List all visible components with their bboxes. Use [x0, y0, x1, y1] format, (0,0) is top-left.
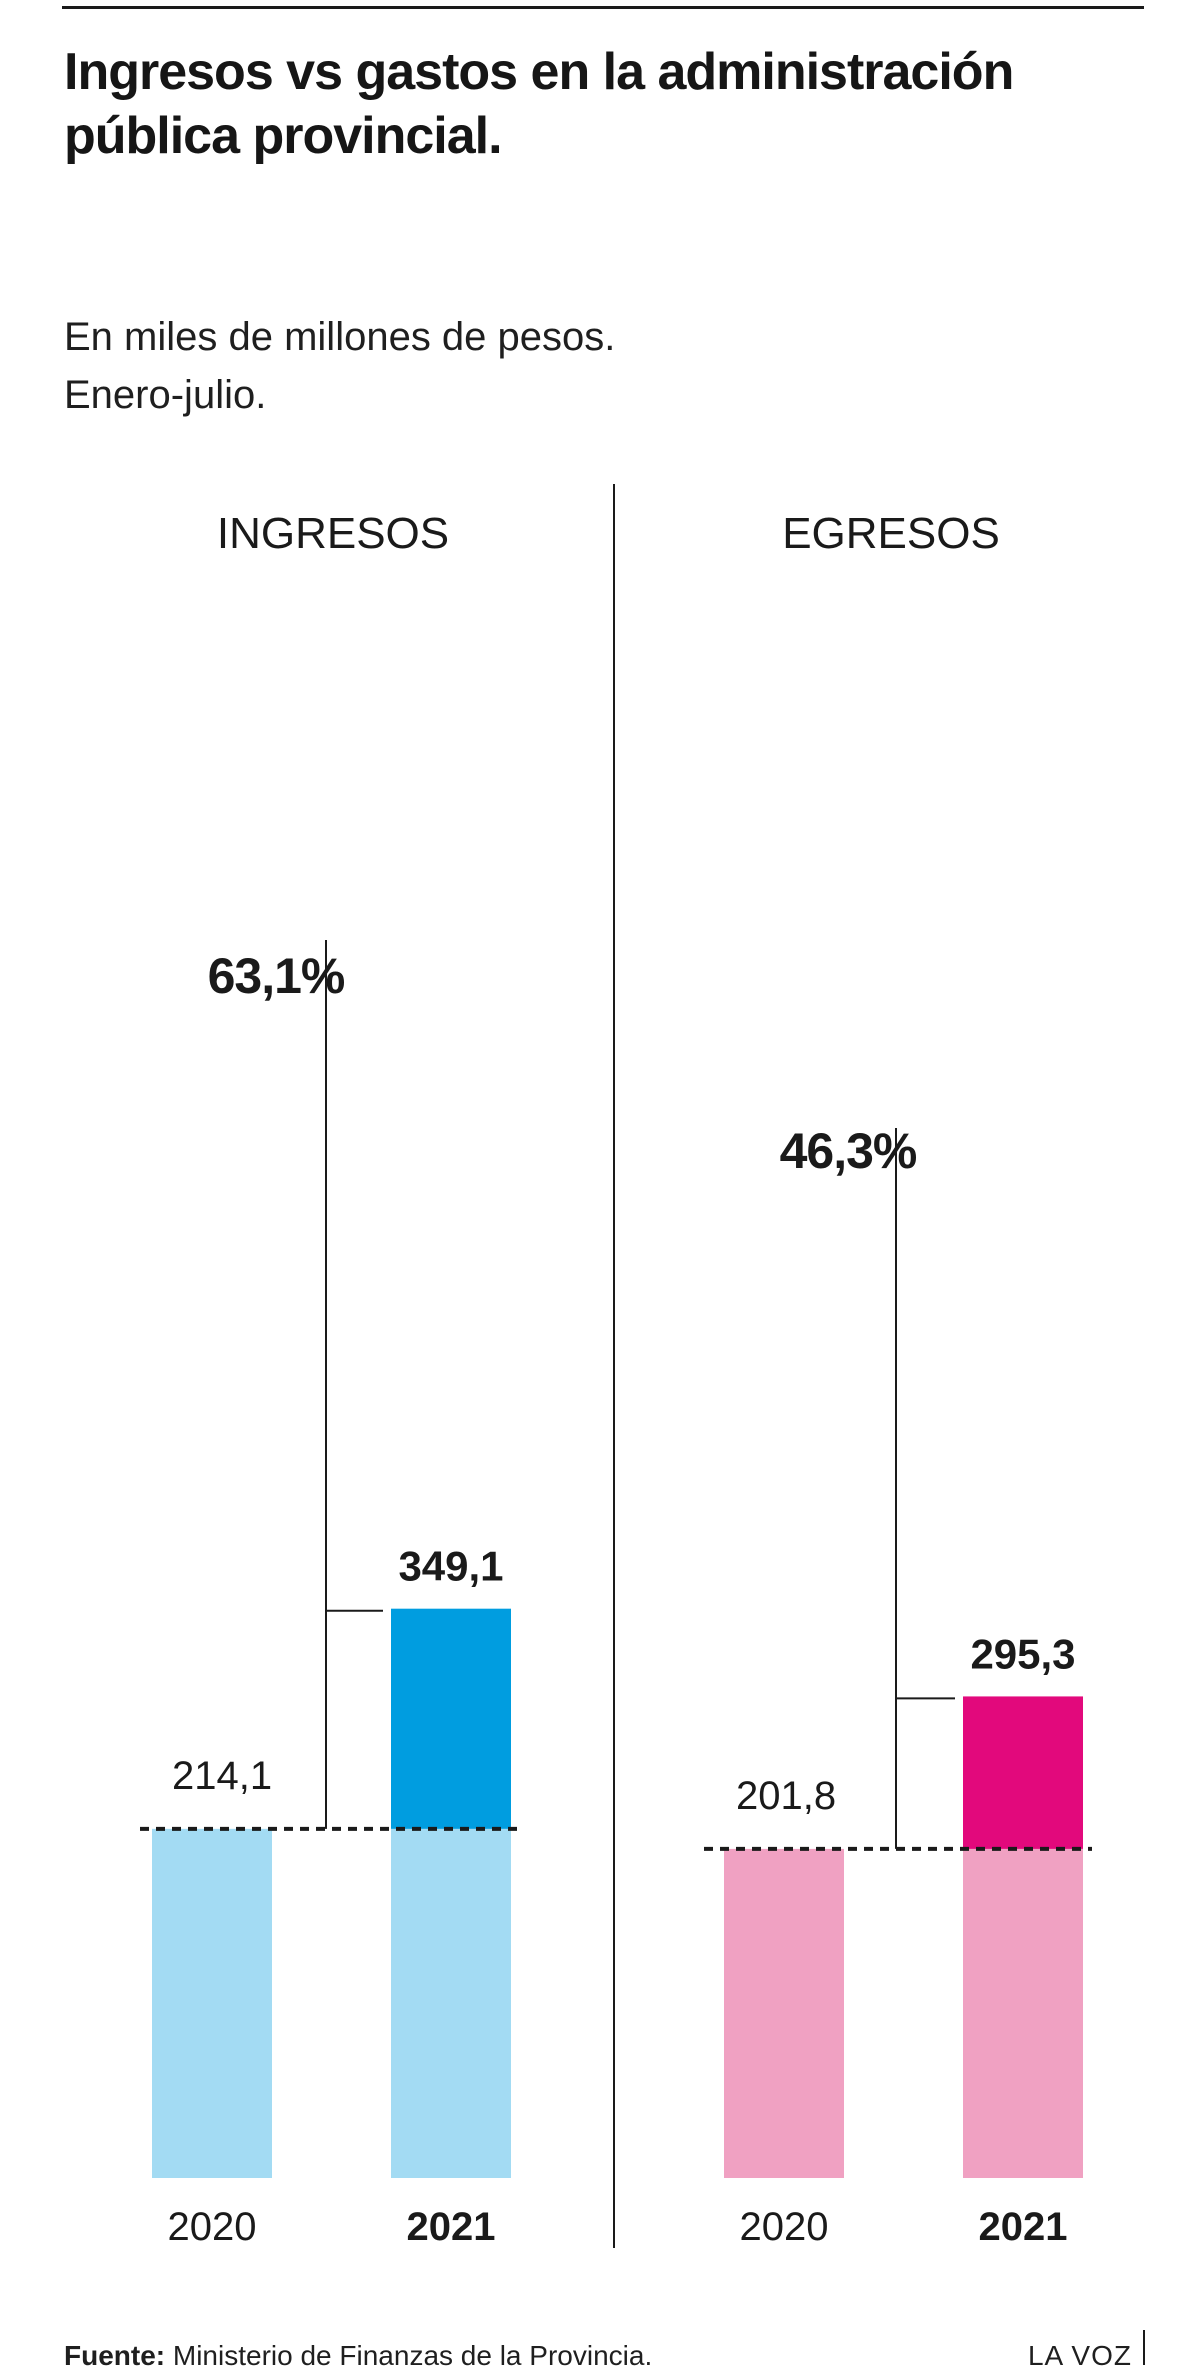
panel-title-egresos: EGRESOS: [782, 509, 1000, 558]
bottom-rule: [1143, 2330, 1145, 2365]
chart-subtitle: En miles de millones de pesos. Enero-jul…: [64, 308, 615, 424]
top-rule: [62, 6, 1144, 9]
chart-title: Ingresos vs gastos en la administración …: [64, 43, 1014, 165]
value-label-ingresos-2020: 214,1: [172, 1754, 272, 1798]
source-note: Fuente: Ministerio de Finanzas de la Pro…: [64, 2339, 652, 2373]
change-label-egresos: 46,3%: [780, 1123, 917, 1179]
subtitle-units: En miles de millones de pesos.: [64, 315, 616, 359]
bar-egresos-2020: [724, 1848, 844, 2178]
year-label-egresos-2020: 2020: [740, 2205, 829, 2249]
value-label-ingresos-2021: 349,1: [398, 1543, 503, 1590]
source-label: Fuente:: [64, 2340, 166, 2371]
panel-title-ingresos: INGRESOS: [217, 509, 449, 558]
bar-egresos-2021-increase: [963, 1696, 1083, 1849]
bar-egresos-2021-base: [963, 1848, 1083, 2178]
bar-ingresos-2021-increase: [391, 1608, 511, 1829]
bar-ingresos-2020: [152, 1828, 272, 2178]
source-text: Ministerio de Finanzas de la Provincia.: [165, 2340, 653, 2371]
value-label-egresos-2021: 295,3: [970, 1630, 1075, 1677]
bar-ingresos-2021-base: [391, 1828, 511, 2178]
subtitle-period: Enero-julio.: [64, 373, 267, 417]
year-label-ingresos-2021: 2021: [407, 2205, 496, 2249]
change-label-ingresos: 63,1%: [208, 948, 345, 1004]
value-label-egresos-2020: 201,8: [736, 1774, 836, 1818]
year-label-egresos-2021: 2021: [979, 2205, 1068, 2249]
brand-logo-text: LA VOZ: [1027, 2340, 1132, 2371]
year-label-ingresos-2020: 2020: [168, 2205, 257, 2249]
